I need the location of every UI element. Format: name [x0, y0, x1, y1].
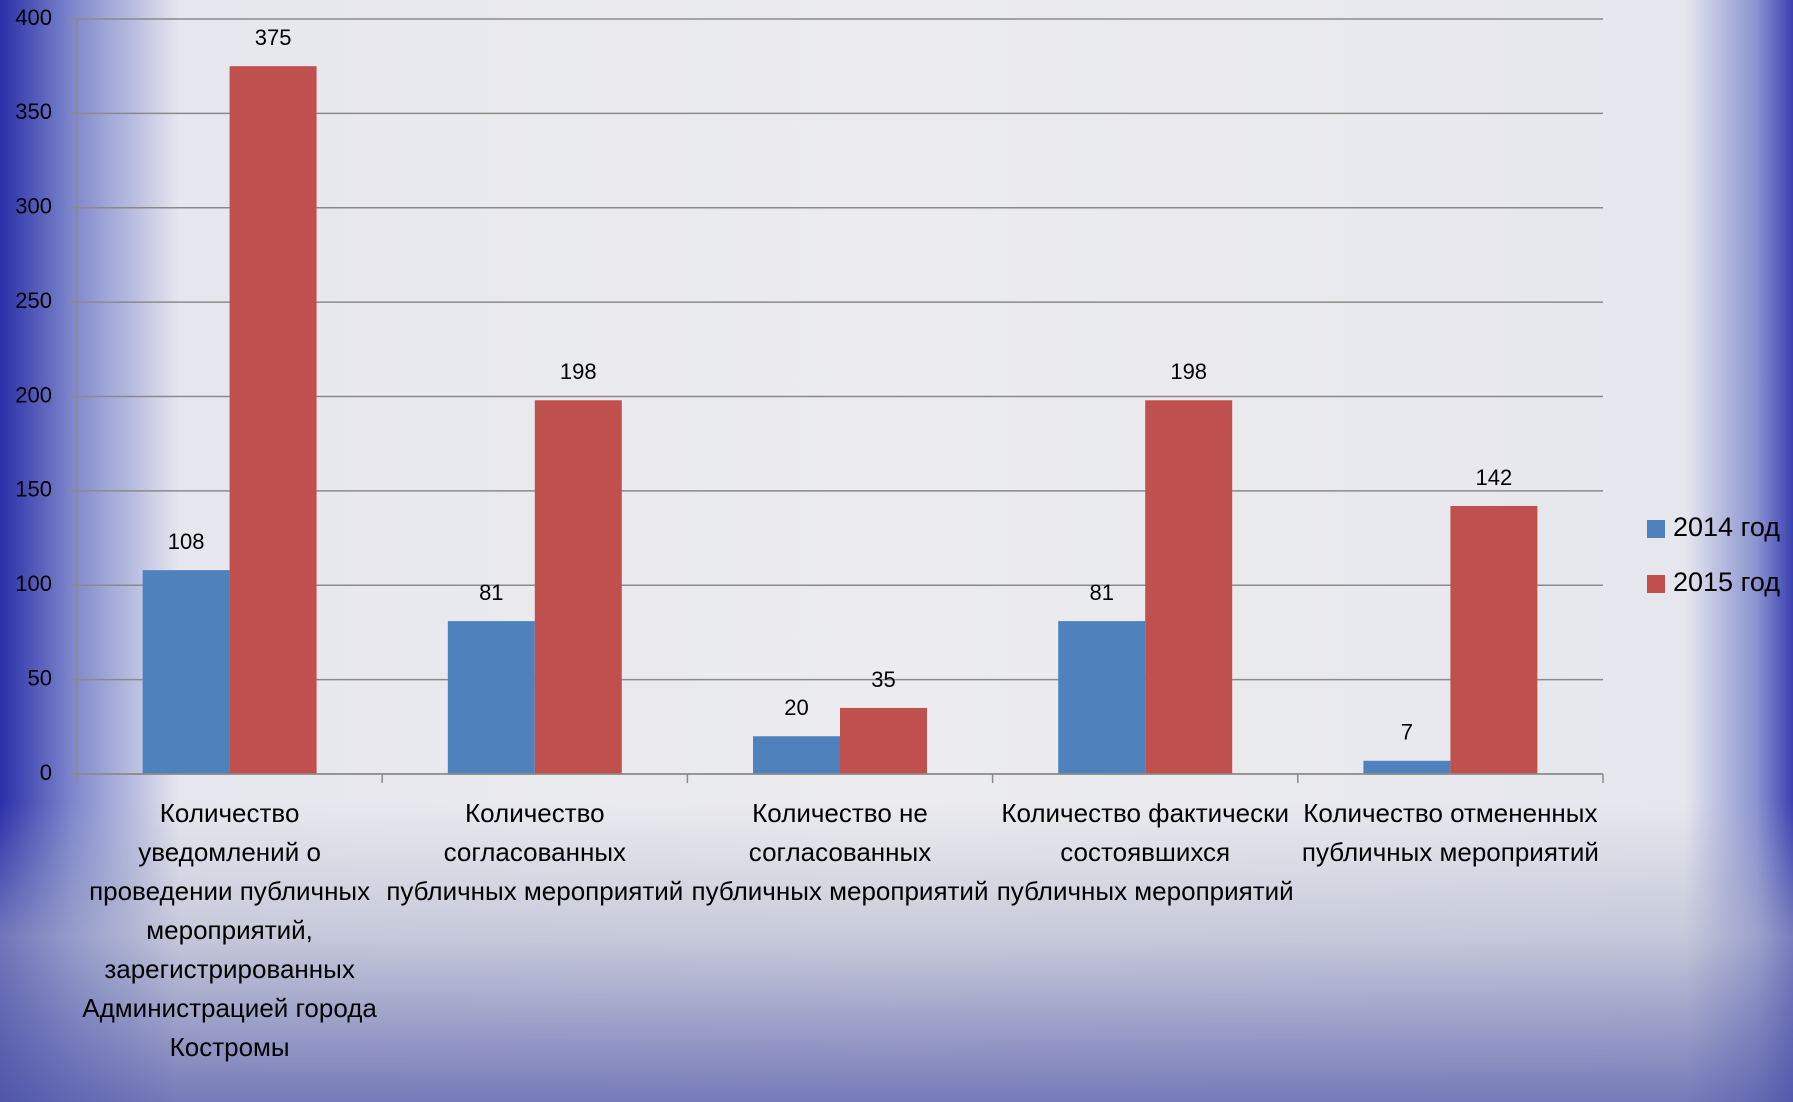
data-label: 375 [255, 25, 292, 50]
bar [447, 621, 535, 774]
y-tick-label: 50 [28, 665, 52, 690]
bar [142, 570, 230, 774]
data-label: 198 [560, 359, 597, 384]
background [0, 802, 1793, 1102]
legend-swatch [1647, 520, 1665, 538]
legend-label: 2015 год [1673, 567, 1780, 597]
bar [229, 66, 317, 774]
x-tick-label: Количество уведомлений о проведении публ… [82, 798, 377, 1062]
data-label: 81 [479, 580, 503, 605]
data-label: 7 [1401, 720, 1413, 745]
data-label: 108 [168, 529, 205, 554]
data-label: 142 [1476, 465, 1513, 490]
bar [534, 400, 622, 774]
bar [1450, 505, 1538, 774]
legend-label: 2014 год [1673, 512, 1780, 542]
data-label: 35 [871, 667, 895, 692]
data-label: 20 [784, 695, 808, 720]
legend-swatch [1647, 575, 1665, 593]
y-tick-label: 400 [15, 5, 52, 30]
bar [753, 736, 840, 774]
bar [1363, 760, 1451, 774]
bar [1058, 621, 1146, 774]
y-tick-label: 0 [40, 760, 52, 785]
y-tick-label: 200 [15, 382, 52, 407]
x-tick-label: Количество согласованных публичных мероп… [386, 798, 684, 906]
x-tick-label: Количество отмененных публичных мероприя… [1301, 798, 1599, 867]
bar [1145, 400, 1233, 774]
y-tick-label: 250 [15, 288, 52, 313]
y-tick-label: 150 [15, 477, 52, 502]
data-label: 198 [1170, 359, 1207, 384]
y-tick-label: 350 [15, 99, 52, 124]
x-tick-label: Количество не согласованных публичных ме… [691, 798, 989, 906]
y-tick-label: 300 [15, 194, 52, 219]
bar [840, 707, 927, 774]
data-label: 81 [1089, 580, 1113, 605]
y-tick-label: 100 [15, 571, 52, 596]
x-tick-label: Количество фактически состоявшихся публи… [996, 798, 1294, 906]
